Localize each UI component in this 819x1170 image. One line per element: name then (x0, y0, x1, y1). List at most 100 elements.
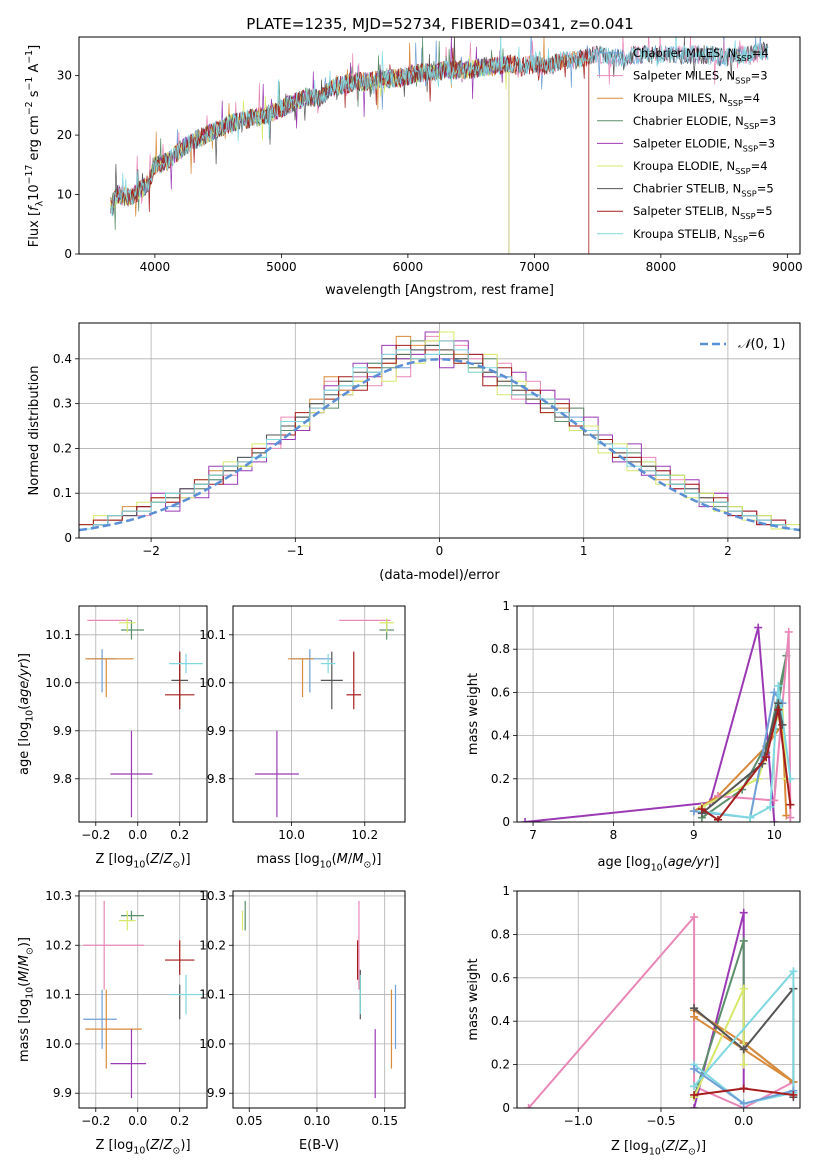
errorbar-point-kroupa_stelib (169, 974, 203, 1015)
weight-marker (697, 805, 706, 814)
tick-label-y: 0.1 (53, 486, 72, 500)
tick-label-y: 0 (502, 815, 510, 829)
errorbar-point-salpeter_elodie (110, 730, 153, 818)
tick-label-y: 10.0 (199, 676, 226, 690)
weight-marker (774, 705, 783, 714)
plot-area (233, 606, 405, 822)
axes-frame (78, 36, 801, 255)
plot-area (517, 606, 800, 822)
plot-area (79, 606, 207, 822)
weight-marker (789, 967, 798, 976)
tick-label-y: 30 (57, 69, 72, 83)
tick-label-y: 0.2 (491, 1058, 510, 1072)
errorbar-point-kroupa_elodie (118, 910, 136, 931)
tick-label-y: 0 (502, 1101, 510, 1115)
weight-marker (774, 681, 783, 690)
legend-label: 𝒩(0, 1) (738, 337, 785, 352)
weight-marker (739, 1045, 748, 1054)
tick-label-y: 10.0 (45, 676, 72, 690)
tick-label-y: 20 (57, 128, 72, 142)
tick-label-y: 9.8 (53, 772, 72, 786)
tick-label-y: 10.1 (45, 988, 72, 1002)
plot-area (517, 891, 800, 1108)
y-axis-label: Normed distribution (27, 366, 42, 496)
errorbar-point-salpeter_miles (83, 900, 145, 990)
legend-label: Kroupa ELODIE, NSSP=4 (633, 159, 768, 176)
errorbar-point-chabrier_miles (291, 649, 332, 693)
x-axis-label: (data-model)/error (379, 568, 500, 583)
x-axis-label: E(B-V) (299, 1138, 339, 1153)
tick-label-y: 10.1 (45, 628, 72, 642)
normal-curve (79, 358, 800, 532)
errorbar-point-salpeter_stelib (346, 651, 362, 710)
legend-label: Salpeter STELIB, NSSP=5 (633, 204, 773, 221)
tick-label-y: 10.3 (45, 889, 72, 903)
weight-marker (690, 1104, 699, 1108)
tick-label-x: −0.5 (646, 1114, 675, 1128)
tick-label-x: 0.0 (734, 1114, 753, 1128)
plot-area (79, 891, 207, 1108)
tick-label-y: 0.4 (491, 1014, 510, 1028)
tick-label-y: 9.8 (207, 772, 226, 786)
tick-label-y: 1 (502, 884, 510, 898)
weight-marker (739, 1084, 748, 1093)
weight-marker (689, 807, 698, 816)
legend-label: Chabrier STELIB, NSSP=5 (633, 182, 774, 199)
weight-marker (739, 908, 748, 917)
tick-label-x: 7000 (519, 260, 550, 274)
legend-label: Salpeter ELODIE, NSSP=3 (633, 136, 775, 153)
spectrum-line-kroupa_stelib (110, 37, 769, 217)
weight-marker (690, 913, 699, 922)
x-axis-label: wavelength [Angstrom, rest frame] (325, 283, 554, 298)
errorbar-point-kroupa_elodie (379, 618, 395, 633)
tick-label-y: 10.0 (199, 1037, 226, 1051)
legend-label: Chabrier ELODIE, NSSP=3 (633, 114, 776, 131)
weight-marker (770, 818, 779, 822)
y-axis-label: age [log10(age/yr)] (17, 653, 36, 775)
axes-frame (232, 605, 406, 823)
panel-mass_weight_vs_metallicity: −1.0 −0.5 0.0 0 0.2 0.4 0.6 0.8 1 Z [log10(Z/Z⊙)]… (466, 884, 801, 1158)
tick-label-x: −0.2 (81, 828, 110, 842)
chart-panels: 4000 5000 6000 7000 8000 90000102030wavelengt… (17, 36, 803, 1158)
axes-frame (78, 605, 208, 823)
tick-label-y: 9.9 (53, 1086, 72, 1100)
tick-label-x: 0.0 (128, 828, 147, 842)
tick-label-x: 9 (690, 828, 698, 842)
weight-marker (784, 627, 793, 636)
errorbar-point-chabrier_miles (87, 649, 117, 693)
weight-marker (524, 1104, 533, 1108)
panel-mass_vs_metallicity: −0.2 0.0 0.2 9.9 10.0 10.1 10.2 10.3 Z [log10(Z/… (17, 889, 208, 1157)
errorbar-point-salpeter_stelib (165, 651, 195, 710)
legend-label: Kroupa MILES, NSSP=4 (633, 91, 760, 108)
tick-label-y: 0.6 (491, 971, 510, 985)
axes-frame (516, 605, 801, 823)
spectrum-line-salpeter_stelib (110, 47, 590, 254)
weight-marker (754, 623, 763, 632)
weight-marker (690, 1012, 699, 1021)
errorbar-point-kroupa_stelib (320, 654, 336, 674)
weight-marker (739, 936, 748, 945)
tick-label-y: 0.8 (491, 642, 510, 656)
tick-label-x: 7 (529, 828, 537, 842)
tick-label-x: 2 (724, 544, 732, 558)
legend: Chabrier MILES, NSSP=4 Salpeter MILES, NS… (597, 46, 776, 244)
spectrum-line-chabrier_stelib (110, 37, 769, 216)
weight-marker (766, 802, 775, 811)
errorbar-point-chabrier_elodie (120, 620, 145, 640)
tick-label-x: 0.15 (371, 1114, 398, 1128)
tick-label-y: 0.3 (53, 397, 72, 411)
axes-frame (516, 890, 801, 1109)
weight-marker (521, 818, 530, 822)
errorbar-point-kroupa_miles (85, 658, 134, 698)
tick-label-x: −0.2 (81, 1114, 110, 1128)
errorbar-point-salpeter_stelib (165, 940, 195, 975)
tick-label-x: 0.2 (170, 828, 189, 842)
x-axis-label: age [log10(age/yr)] (597, 855, 719, 874)
tick-label-x: 8 (610, 828, 618, 842)
tick-label-y: 10.1 (199, 628, 226, 642)
panel-mass_vs_ebv: 0.05 0.10 0.15 9.9 10.0 10.1 10.2 10.3 E(B-V) (199, 889, 406, 1153)
tick-label-y: 9.9 (207, 1086, 226, 1100)
weight-marker (789, 1090, 798, 1099)
tick-label-x: 4000 (140, 260, 171, 274)
